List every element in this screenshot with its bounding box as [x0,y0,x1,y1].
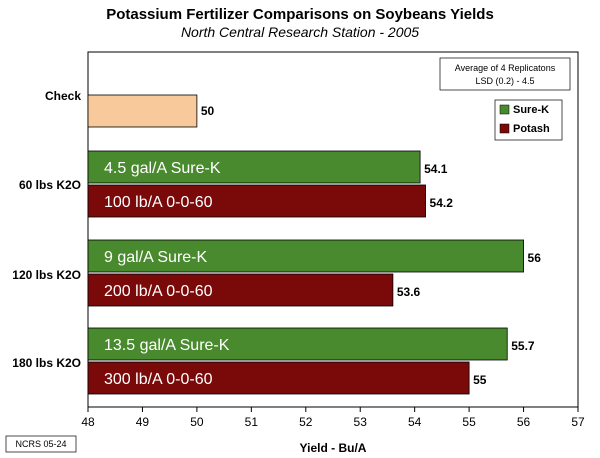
note-box-frame [439,57,571,91]
x-tick-label: 57 [571,415,585,429]
bar-text-sure-k: 9 gal/A Sure-K [104,249,208,266]
bar-potash [87,184,426,218]
value-label-sure-k: 56 [528,251,542,265]
x-tick-label: 50 [190,415,204,429]
bar-text-potash: 300 lb/A 0-0-60 [104,371,213,388]
x-tick-label: 55 [462,415,476,429]
x-tick-label: 49 [136,415,150,429]
bar-sure-k [87,150,421,184]
bar-text-sure-k: 13.5 gal/A Sure-K [104,337,230,354]
category-label: 60 lbs K2O [19,178,81,192]
bar-potash [87,273,394,307]
bar-check [87,94,198,128]
x-tick-label: 53 [354,415,368,429]
category-label: 120 lbs K2O [12,268,81,282]
category-labels: Check 60 lbs K2O 120 lbs K2O 180 lbs K2O [12,89,81,370]
chart-title: Potassium Fertilizer Comparisons on Soyb… [106,6,494,23]
x-axis-label: Yield - Bu/A [300,441,367,455]
category-label: Check [45,89,81,103]
value-label-potash: 54.2 [430,196,454,210]
note-line-2: LSD (0.2) - 4.5 [475,76,534,86]
category-label: 180 lbs K2O [12,356,81,370]
chart-subtitle: North Central Research Station - 2005 [181,24,419,40]
x-tick-label: 51 [245,415,259,429]
legend-swatch-sure-k [499,104,510,115]
legend: Sure-K Potash [494,99,563,141]
x-tick-label: 48 [81,415,95,429]
bar-sure-k [87,327,508,361]
bar-potash [87,361,470,395]
value-label-potash: 55 [473,373,487,387]
bar-text-potash: 100 lb/A 0-0-60 [104,194,213,211]
footer-box [5,435,77,453]
note-box: Average of 4 Replicatons LSD (0.2) - 4.5 [439,57,571,91]
x-tick-label: 52 [299,415,313,429]
legend-label-sure-k: Sure-K [513,104,549,116]
bars-group: 50 4.5 gal/A Sure-K 54.1 100 lb/A 0-0-60 54.… [87,94,542,395]
bar-text-potash: 200 lb/A 0-0-60 [104,283,213,300]
bar-sure-k [87,239,524,273]
legend-swatch-potash [499,123,510,134]
value-label-sure-k: 54.1 [424,162,448,176]
bar-text-sure-k: 4.5 gal/A Sure-K [104,160,221,177]
note-line-1: Average of 4 Replicatons [455,63,556,73]
x-axis-ticks: 48 49 50 51 52 53 54 55 56 57 [81,407,585,429]
value-label-check: 50 [201,104,215,118]
x-tick-label: 56 [517,415,531,429]
value-label-potash: 53.6 [397,285,421,299]
footer-code: NCRS 05-24 [15,439,66,449]
legend-label-potash: Potash [513,123,550,135]
x-tick-label: 54 [408,415,422,429]
value-label-sure-k: 55.7 [511,339,535,353]
